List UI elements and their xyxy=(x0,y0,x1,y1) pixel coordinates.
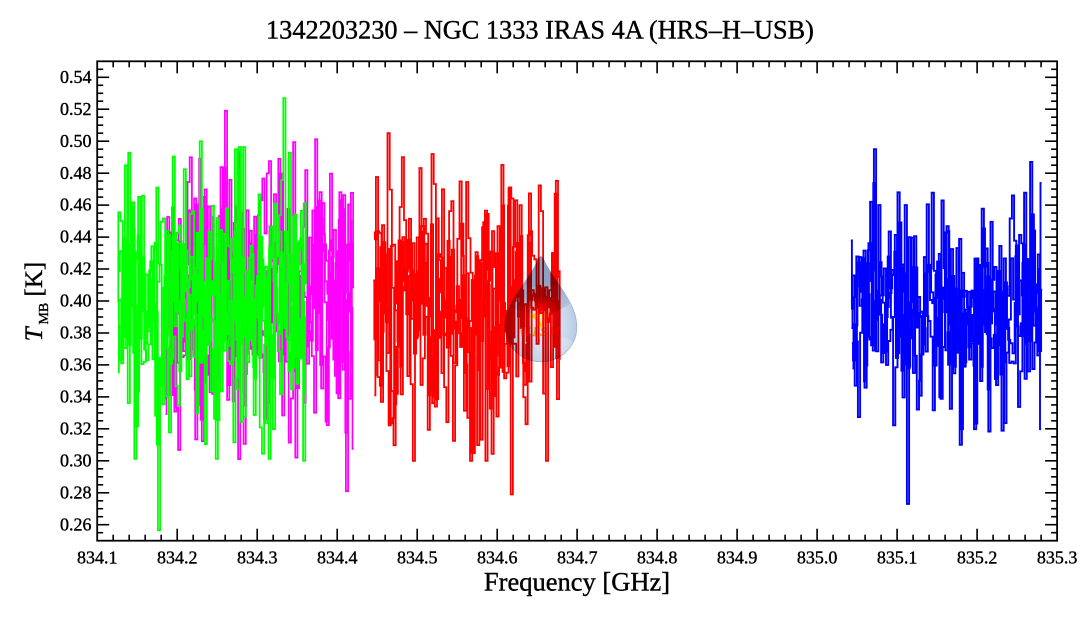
svg-text:835.1: 835.1 xyxy=(877,547,918,567)
svg-text:835.2: 835.2 xyxy=(957,547,998,567)
svg-text:835.3: 835.3 xyxy=(1037,547,1078,567)
svg-text:0.28: 0.28 xyxy=(60,482,92,502)
svg-text:0.46: 0.46 xyxy=(60,195,92,215)
svg-text:Frequency [GHz]: Frequency [GHz] xyxy=(484,567,670,597)
svg-text:WISH: WISH xyxy=(519,324,563,339)
svg-text:0.32: 0.32 xyxy=(60,418,92,438)
svg-text:0.42: 0.42 xyxy=(60,259,92,279)
svg-text:834.2: 834.2 xyxy=(157,547,198,567)
svg-text:1342203230 – NGC 1333 IRAS 4A: 1342203230 – NGC 1333 IRAS 4A (HRS–H–USB… xyxy=(266,15,814,44)
svg-text:0.44: 0.44 xyxy=(60,227,92,247)
svg-text:834.6: 834.6 xyxy=(477,547,518,567)
svg-text:T MB [K]: T MB [K] xyxy=(21,262,52,341)
svg-text:0.30: 0.30 xyxy=(60,450,92,470)
svg-text:834.3: 834.3 xyxy=(237,547,278,567)
svg-text:0.54: 0.54 xyxy=(60,67,92,87)
svg-text:834.1: 834.1 xyxy=(77,547,118,567)
svg-text:0.50: 0.50 xyxy=(60,131,92,151)
svg-text:0.26: 0.26 xyxy=(60,514,92,534)
svg-text:0.36: 0.36 xyxy=(60,355,92,375)
svg-text:834.4: 834.4 xyxy=(317,547,358,567)
svg-text:0.40: 0.40 xyxy=(60,291,92,311)
svg-text:834.8: 834.8 xyxy=(637,547,678,567)
svg-text:834.5: 834.5 xyxy=(397,547,438,567)
svg-text:0.48: 0.48 xyxy=(60,163,92,183)
svg-text:0.52: 0.52 xyxy=(60,99,92,119)
svg-text:0.34: 0.34 xyxy=(60,387,92,407)
svg-text:835.0: 835.0 xyxy=(797,547,838,567)
svg-text:834.7: 834.7 xyxy=(557,547,598,567)
svg-text:834.9: 834.9 xyxy=(717,547,758,567)
svg-text:0.38: 0.38 xyxy=(60,323,92,343)
